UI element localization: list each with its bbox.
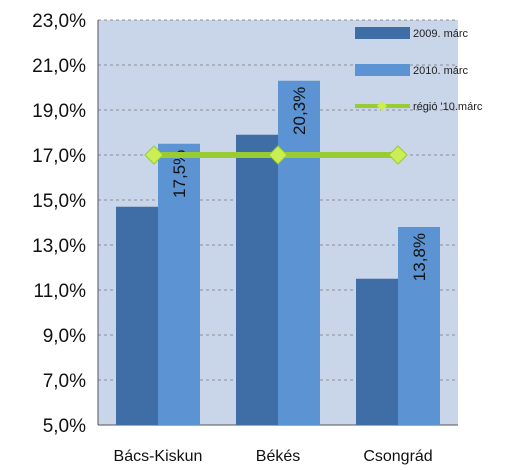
legend-swatch xyxy=(355,64,410,76)
bar xyxy=(356,278,398,425)
legend-label: 2009. márc xyxy=(413,28,469,40)
y-tick-label: 23,0% xyxy=(32,11,86,32)
bar xyxy=(278,80,320,425)
legend-label: 2010. márc xyxy=(413,65,469,77)
y-tick-label: 21,0% xyxy=(32,56,86,77)
bar xyxy=(158,143,200,425)
y-tick-label: 9,0% xyxy=(43,326,86,347)
region-line-series xyxy=(144,145,408,165)
bar-data-labels: 17,5% 20,3% 13,8% xyxy=(170,87,429,281)
region-line-marker xyxy=(388,145,408,165)
y-tick-label: 7,0% xyxy=(43,371,86,392)
x-category-label: Bács-Kiskun xyxy=(114,448,203,465)
x-category-label: Csongrád xyxy=(363,448,432,465)
bar-data-label: 13,8% xyxy=(410,233,429,281)
bars xyxy=(116,80,440,425)
bar xyxy=(236,134,278,425)
y-tick-label: 11,0% xyxy=(34,281,87,302)
bar xyxy=(398,227,440,425)
y-tick-label: 15,0% xyxy=(32,191,86,212)
x-axis-categories: Bács-Kiskun Békés Csongrád xyxy=(114,448,433,465)
y-axis-ticks: 5,0% 7,0% 9,0% 11,0% 13,0% 15,0% 17,0% 19,0% 21,… xyxy=(32,11,86,437)
y-tick-label: 17,0% xyxy=(32,146,86,167)
bar xyxy=(116,206,158,425)
y-tick-label: 13,0% xyxy=(32,236,86,257)
y-tick-label: 5,0% xyxy=(43,416,86,437)
legend-marker xyxy=(377,101,387,111)
legend-swatch xyxy=(355,27,410,39)
region-line-marker xyxy=(268,145,288,165)
bar-data-label: 17,5% xyxy=(170,150,189,198)
x-category-label: Békés xyxy=(256,448,300,465)
legend: 2009. márc 2010. márc régió '10.márc xyxy=(355,27,483,113)
y-tick-label: 19,0% xyxy=(32,101,86,122)
region-line-marker xyxy=(144,145,164,165)
legend-label: régió '10.márc xyxy=(413,101,483,113)
bar-data-label: 20,3% xyxy=(290,87,309,135)
